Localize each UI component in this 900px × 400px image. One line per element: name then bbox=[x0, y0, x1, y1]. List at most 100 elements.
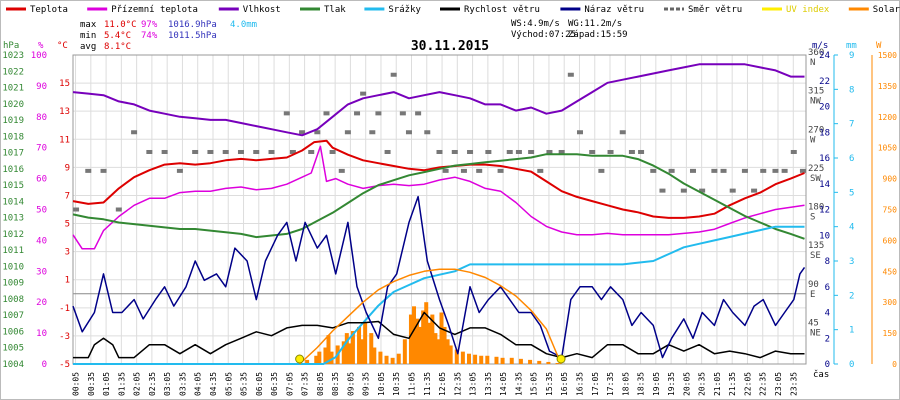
time-tick-label: 16:05 bbox=[560, 372, 569, 396]
time-tick-label: 02:35 bbox=[148, 372, 157, 396]
solar-bar bbox=[341, 341, 346, 364]
temp-tick-label: -5 bbox=[59, 360, 70, 370]
wind-direction-mark bbox=[222, 149, 229, 154]
mm-tick-label: 4 bbox=[849, 223, 854, 233]
mm-tick-label: 9 bbox=[849, 51, 854, 61]
info-sunrise: Východ:07:25 bbox=[511, 30, 576, 40]
wm2-unit: W bbox=[876, 41, 882, 51]
wind-direction-mark bbox=[390, 72, 397, 77]
solar-bar bbox=[418, 326, 423, 364]
wind-direction-mark bbox=[192, 149, 199, 154]
wind-direction-mark bbox=[338, 168, 345, 173]
wind-direction-mark bbox=[369, 130, 376, 135]
wind-direction-mark bbox=[729, 188, 736, 193]
hpa-tick-label: 1019 bbox=[2, 116, 24, 126]
series-line bbox=[72, 139, 805, 219]
pct-tick-label: 10 bbox=[36, 329, 47, 339]
temp-tick-label: 13 bbox=[59, 107, 70, 117]
time-tick-label: 12:35 bbox=[453, 372, 462, 396]
hpa-tick-label: 1020 bbox=[2, 100, 24, 110]
ms-tick-label: 8 bbox=[825, 257, 830, 267]
solar-bar bbox=[326, 335, 331, 364]
solar-bar bbox=[350, 331, 355, 364]
wind-direction-mark bbox=[497, 168, 504, 173]
solar-bar bbox=[518, 358, 523, 364]
wind-direction-mark bbox=[314, 130, 321, 135]
wind-direction-mark bbox=[720, 168, 727, 173]
time-tick-label: 18:05 bbox=[621, 372, 630, 396]
solar-bar bbox=[421, 310, 426, 364]
stat-value: 5.4°C bbox=[104, 31, 131, 41]
time-tick-label: 08:05 bbox=[316, 372, 325, 396]
wind-direction-mark bbox=[299, 130, 306, 135]
wind-direction-mark bbox=[781, 168, 788, 173]
wm2-tick-label: 150 bbox=[883, 329, 898, 338]
stat-value: 11.0°C bbox=[104, 20, 137, 30]
dir-tick-label: SW bbox=[810, 174, 821, 184]
time-tick-label: 01:35 bbox=[117, 372, 126, 396]
time-tick-label: 03:05 bbox=[163, 372, 172, 396]
legend-label: UV index bbox=[786, 5, 830, 15]
wind-direction-mark bbox=[619, 130, 626, 135]
legend-label: Náraz větru bbox=[584, 5, 644, 15]
wind-direction-mark bbox=[289, 149, 296, 154]
time-tick-label: 13:35 bbox=[484, 372, 493, 396]
wind-direction-mark bbox=[576, 130, 583, 135]
wind-direction-mark bbox=[436, 149, 443, 154]
legend-label: Vlhkost bbox=[243, 5, 281, 15]
hpa-tick-label: 1018 bbox=[2, 132, 24, 142]
wind-direction-mark bbox=[751, 188, 758, 193]
pct-tick-label: 20 bbox=[36, 298, 47, 308]
legend-label: Solar bbox=[873, 5, 900, 15]
temp-tick-label: -1 bbox=[59, 304, 70, 314]
wm2-tick-label: 450 bbox=[883, 267, 898, 276]
mm-unit: mm bbox=[846, 41, 857, 51]
solar-bar bbox=[427, 322, 432, 364]
wind-direction-mark bbox=[515, 149, 522, 154]
wind-direction-mark bbox=[360, 91, 367, 96]
ms-tick-label: 20 bbox=[819, 103, 830, 113]
pct-tick-label: 80 bbox=[36, 113, 47, 123]
wind-direction-mark bbox=[100, 168, 107, 173]
time-tick-label: 10:05 bbox=[377, 372, 386, 396]
time-tick-label: 19:05 bbox=[652, 372, 661, 396]
info-wg: WG:11.2m/s bbox=[568, 19, 622, 29]
wind-direction-mark bbox=[451, 149, 458, 154]
wm2-tick-label: 900 bbox=[883, 175, 898, 184]
hpa-tick-label: 1023 bbox=[2, 51, 24, 61]
hpa-tick-label: 1021 bbox=[2, 84, 24, 94]
hpa-tick-label: 1017 bbox=[2, 149, 24, 159]
wind-direction-mark bbox=[467, 149, 474, 154]
solar-bar bbox=[433, 333, 438, 364]
time-tick-label: 05:35 bbox=[240, 372, 249, 396]
hpa-tick-label: 1014 bbox=[2, 197, 24, 207]
stat-value: 97% bbox=[141, 20, 158, 30]
uv-marker bbox=[556, 354, 566, 364]
wind-direction-mark bbox=[115, 207, 122, 212]
mm-tick-label: 5 bbox=[849, 188, 854, 198]
ms-tick-label: 24 bbox=[819, 51, 830, 61]
pct-tick-label: 30 bbox=[36, 267, 47, 277]
hpa-tick-label: 1010 bbox=[2, 262, 24, 272]
solar-bar bbox=[485, 355, 490, 364]
solar-bar bbox=[396, 353, 401, 364]
wind-direction-mark bbox=[253, 149, 260, 154]
wind-direction-mark bbox=[567, 72, 574, 77]
solar-bar bbox=[329, 351, 334, 364]
solar-bar bbox=[390, 357, 395, 364]
wind-direction-mark bbox=[424, 130, 431, 135]
ms-tick-label: 14 bbox=[819, 180, 830, 190]
uv-marker bbox=[295, 354, 305, 364]
solar-bar bbox=[317, 351, 322, 364]
hpa-tick-label: 1009 bbox=[2, 279, 24, 289]
wind-direction-mark bbox=[598, 168, 605, 173]
temp-unit: °C bbox=[57, 41, 68, 51]
stat-value: 1016.9hPa bbox=[168, 20, 217, 30]
dir-tick-label: NE bbox=[810, 328, 821, 338]
mm-tick-label: 7 bbox=[849, 120, 854, 130]
mm-tick-label: 1 bbox=[849, 326, 854, 336]
wind-direction-mark bbox=[399, 111, 406, 116]
time-tick-label: 22:35 bbox=[759, 372, 768, 396]
temp-tick-label: 3 bbox=[65, 248, 70, 258]
time-tick-label: 14:05 bbox=[499, 372, 508, 396]
